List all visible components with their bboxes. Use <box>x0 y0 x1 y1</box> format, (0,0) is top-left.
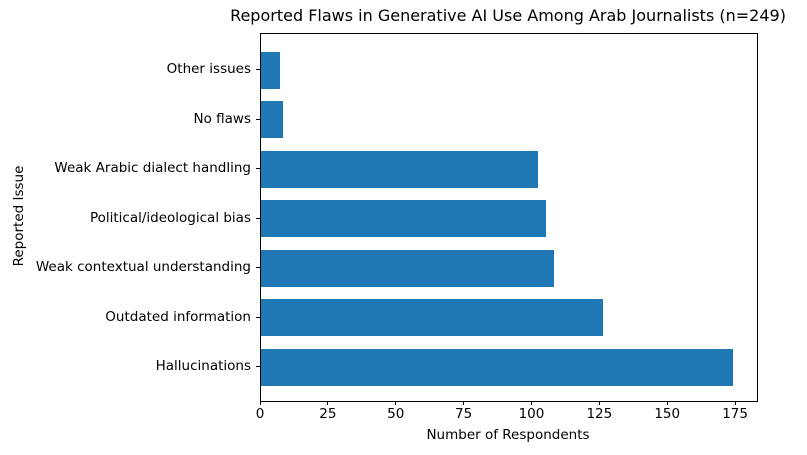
category-label: Weak Arabic dialect handling <box>54 160 251 177</box>
x-tick-mark <box>666 401 668 405</box>
x-tick-label: 75 <box>455 406 473 422</box>
y-tick-mark <box>256 168 260 170</box>
category-label: Outdated information <box>105 308 251 325</box>
bar-political-ideological-bias <box>261 200 547 238</box>
x-tick-mark <box>395 401 397 405</box>
bar-outdated-information <box>261 299 604 337</box>
category-label: No flaws <box>193 110 251 127</box>
y-tick-mark <box>256 69 260 70</box>
x-tick-label: 150 <box>654 406 681 422</box>
bar-other-issues <box>261 51 280 89</box>
bar-weak-contextual-understanding <box>261 249 555 287</box>
y-tick-mark <box>256 366 260 368</box>
y-tick-mark <box>256 316 260 318</box>
x-tick-label: 0 <box>255 406 265 422</box>
x-tick-mark <box>530 401 532 405</box>
bar-weak-arabic-dialect-handling <box>261 150 538 188</box>
x-tick-label: 25 <box>319 406 337 422</box>
chart-title: Reported Flaws in Generative AI Use Amon… <box>230 6 786 25</box>
x-tick-mark <box>327 401 329 405</box>
category-label: Weak contextual understanding <box>35 259 251 276</box>
bar-hallucinations <box>261 348 734 386</box>
plot-area <box>260 33 758 402</box>
x-tick-label: 175 <box>722 406 748 422</box>
x-tick-mark <box>598 401 600 405</box>
x-tick-mark <box>463 401 465 405</box>
x-tick-mark <box>734 401 736 405</box>
x-tick-label: 50 <box>387 406 405 422</box>
y-tick-mark <box>256 267 260 269</box>
x-tick-label: 100 <box>518 406 545 422</box>
x-axis-label: Number of Respondents <box>426 427 590 443</box>
category-label: Political/ideological bias <box>89 209 251 226</box>
category-label: Other issues <box>166 61 251 77</box>
bar-no-flaws <box>261 101 283 139</box>
x-tick-label: 125 <box>586 406 613 422</box>
category-label: Hallucinations <box>155 358 251 375</box>
y-tick-mark <box>256 217 260 219</box>
x-tick-mark <box>259 401 261 405</box>
y-tick-mark <box>256 118 260 120</box>
y-axis-category-labels: Other issues No flaws Weak Arabic dialect … <box>0 0 251 455</box>
